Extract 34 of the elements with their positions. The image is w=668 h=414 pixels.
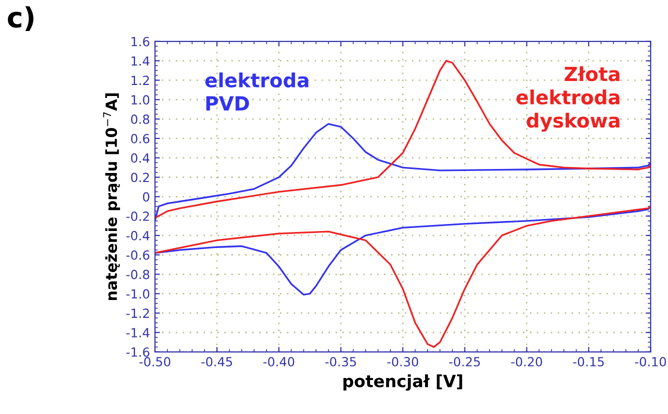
x-tick-label: -0.45 [201,356,232,366]
x-tick-label: -0.35 [325,356,356,366]
x-tick-label: -0.50 [139,356,170,366]
y-axis-title: natężenie prądu [10$^{−7}$A] [103,93,120,300]
y-tick-label: -1.6 [126,347,150,357]
x-axis-title: potencjał [V] [343,374,462,391]
chart-title: c) [8,6,34,31]
y-tick-label: -1.0 [126,289,150,299]
y-tick-label: 1.0 [132,95,150,105]
y-tick-label: -1.4 [126,328,150,338]
y-tick-label: 1.6 [132,36,150,46]
x-tick-label: -0.10 [635,356,666,366]
y-tick-label: 0.8 [131,114,150,124]
line-series [154,60,651,219]
y-tick-label: 1.2 [132,76,149,85]
y-tick-label: -0.2 [126,212,149,221]
x-tick-label: -0.15 [573,356,604,366]
y-tick-label: -0.4 [126,230,150,240]
x-tick-label: -0.30 [387,356,418,366]
y-tick-label: 0.2 [131,172,149,182]
y-tick-label: 1.4 [132,56,150,66]
y-tick-label: -1.2 [126,308,149,318]
series-label: Złota elektroda dyskowa [516,66,620,132]
y-tick-label: 0 [142,192,150,202]
series-label: elektroda PVD [205,72,308,110]
line-series [154,206,651,296]
y-tick-label: 0.6 [131,134,150,144]
x-tick-label: -0.20 [511,356,542,366]
line-series [154,206,651,348]
x-tick-label: -0.25 [449,356,480,366]
y-tick-label: -0.6 [126,250,150,260]
y-tick-label: -0.8 [126,270,150,280]
x-tick-label: -0.40 [263,356,294,366]
y-tick-label: 0.4 [131,153,150,163]
